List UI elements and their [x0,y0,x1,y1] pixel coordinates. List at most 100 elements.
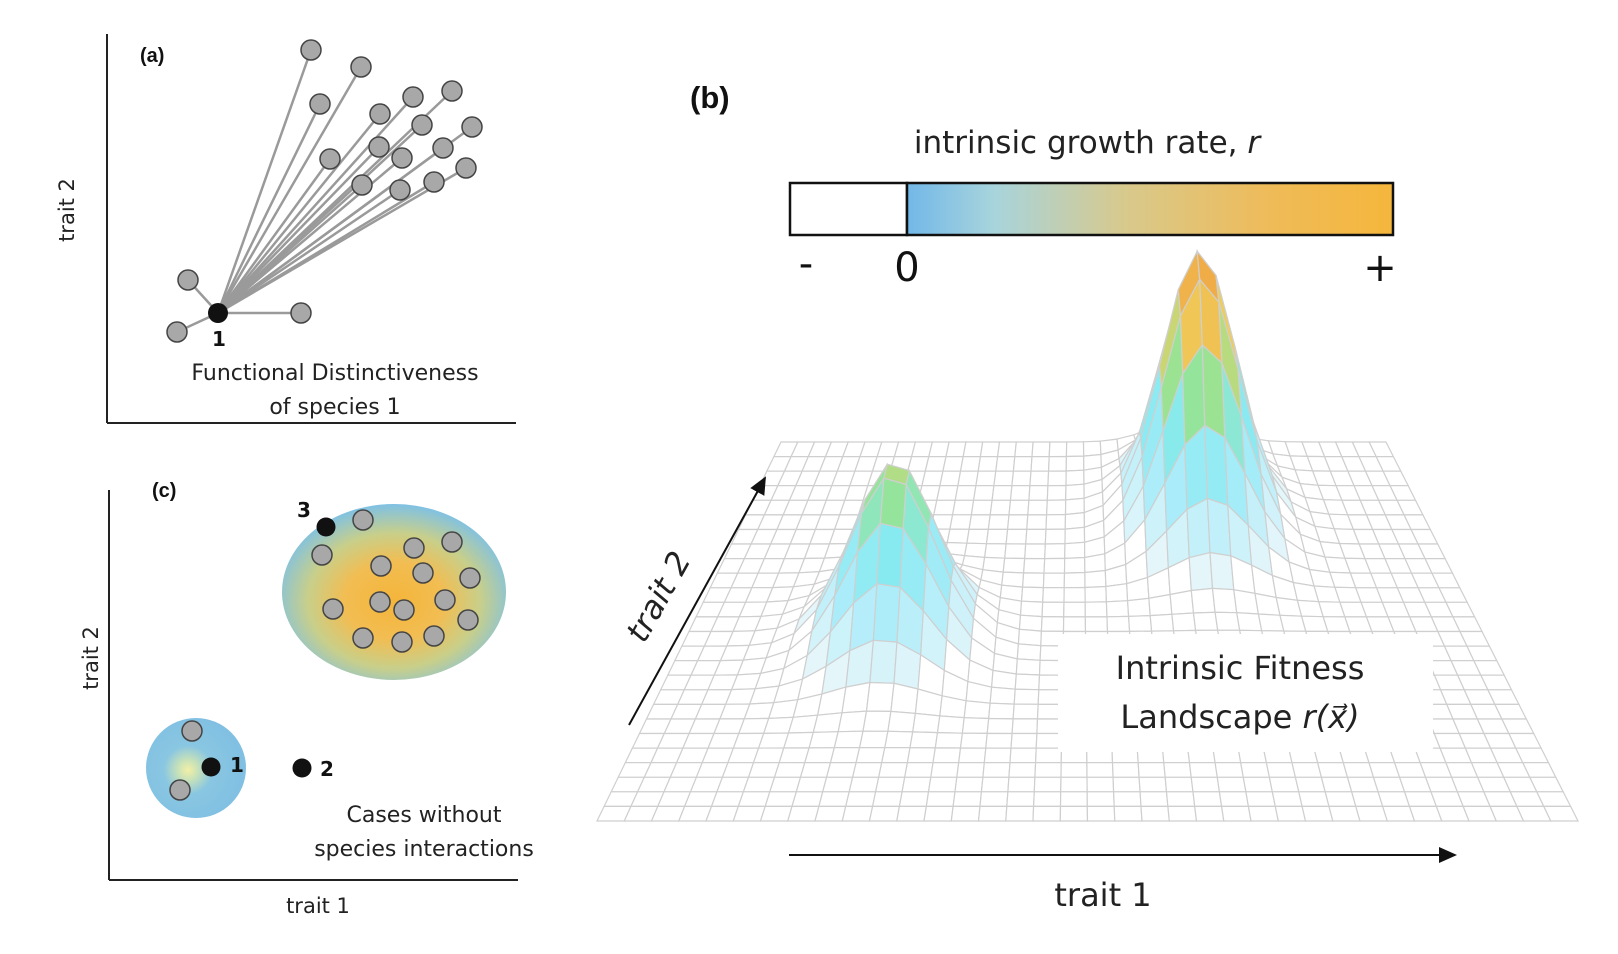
mesh-cell [1006,791,1035,808]
mesh-cell [1006,514,1029,531]
panel-b: (b) intrinsic growth rate, r - 0 + Intri… [596,80,1579,914]
mesh-cell [1084,616,1109,633]
mesh-cell [1045,513,1067,531]
mesh-cell [1140,805,1170,822]
panel-a-label: (a) [140,45,164,67]
mesh-cell [1171,612,1197,632]
mesh-cell [862,710,892,732]
mesh-cell [1064,497,1085,516]
mesh-cell [1294,776,1326,793]
mesh-cell [968,514,991,531]
mesh-cell [901,776,932,793]
species-link [217,113,381,314]
mesh-cell [1019,600,1044,618]
mesh-cell [1065,441,1085,458]
mesh-cell [1163,762,1192,778]
mesh-cell [896,805,928,822]
mesh-cell [1342,762,1375,778]
species-node [351,174,373,196]
mesh-cell [1011,718,1039,735]
mesh-cell [833,730,864,749]
mesh-cell [1271,791,1303,808]
colorbar-zero-label: 0 [894,245,919,291]
mesh-cell [876,522,904,588]
mesh-cell [1148,593,1173,617]
mesh-cell [987,514,1010,531]
mesh-cell [821,776,854,793]
mesh-cell [1009,485,1031,501]
species-node [311,544,333,566]
mesh-cell [1041,601,1065,618]
mesh-cell [812,712,843,734]
mesh-cell [1015,658,1041,676]
species-1-node [208,303,228,323]
species-node [441,531,463,553]
species-2-node [292,758,312,778]
mesh-cell [975,470,997,487]
mesh-cell [1024,543,1046,560]
mesh-cell [851,761,883,778]
mesh-cell [1214,611,1241,631]
mesh-cell [1059,791,1088,808]
mesh-cell [1106,615,1131,633]
panel-a-links [176,49,473,334]
mesh-cell [909,731,939,749]
mesh-cell [950,805,981,822]
mesh-cell [982,762,1011,778]
mesh-cell [1034,762,1062,778]
panel-a-y-axis-label: trait 2 [55,178,79,242]
species-node [389,179,411,201]
mesh-cell [1218,791,1250,808]
mesh-cell [1112,776,1141,793]
mesh-cell [1206,497,1232,557]
species-node [423,171,445,193]
mesh-cell [1209,551,1235,591]
species-link [217,166,467,315]
mesh-cell [868,805,901,822]
mesh-cell [1025,528,1047,545]
species-node [461,116,483,138]
landscape-label-line2: Landscape r(x⃗) [1120,698,1359,736]
species-node [391,631,413,653]
mesh-cell [1086,805,1116,822]
mesh-cell [1018,614,1043,632]
mesh-cell [1008,762,1037,778]
mesh-cell [1010,732,1038,749]
mesh-cell [869,639,898,684]
mesh-cell [1027,499,1048,516]
mesh-cell [799,761,832,778]
mesh-cell [949,514,973,530]
species-node [459,567,481,589]
mesh-cell [1126,597,1151,618]
mesh-cell [773,761,806,778]
mesh-cell [808,731,839,749]
mesh-cell [1065,455,1085,472]
mesh-cell [1064,511,1086,530]
mesh-cell [848,776,880,793]
mesh-cell [1350,791,1384,808]
mesh-cell [923,805,954,822]
mesh-cell [989,686,1016,705]
mesh-cell [1042,586,1065,603]
mesh-cell [752,747,785,764]
mesh-cell [1044,528,1066,545]
mesh-cell [803,747,836,764]
mesh-cell [933,499,956,516]
panel-a: (a) trait 2 1 Functional Distinctiveness… [55,34,516,424]
mesh-cell [1328,805,1361,822]
mesh-cell [1005,805,1035,822]
mesh-cell [1084,601,1108,618]
mesh-cell [1216,776,1247,793]
species-node [350,56,372,78]
mesh-cell [927,776,958,793]
mesh-cell [1346,776,1379,793]
mesh-cell [989,499,1012,516]
mesh-cell [1186,497,1211,559]
mesh-cell [1265,762,1297,778]
mesh-cell [1065,469,1085,487]
species-node [412,562,434,584]
mesh-cell [1105,600,1130,618]
species-link [217,146,380,314]
panel-c-x-axis-label: trait 1 [286,894,350,918]
mesh-cell [818,791,850,808]
